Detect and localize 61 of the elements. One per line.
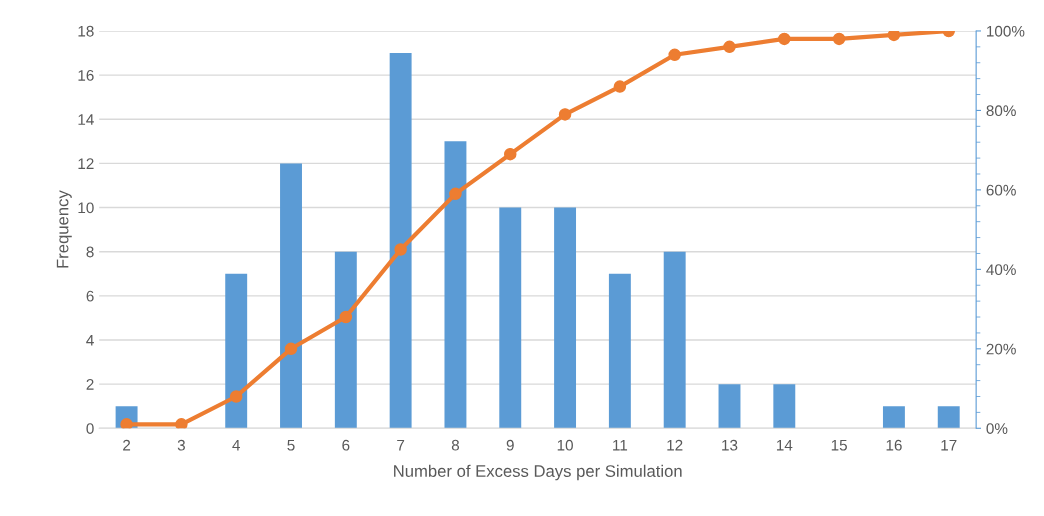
point xyxy=(339,310,353,324)
y2-tick-label: 100% xyxy=(987,25,1025,37)
point xyxy=(284,342,298,356)
x-tick-label: 11 xyxy=(613,439,628,451)
y-tick-label: 4 xyxy=(86,335,94,346)
bar xyxy=(773,384,796,429)
y-tick-label: 16 xyxy=(78,69,94,81)
bar xyxy=(280,163,302,429)
bar xyxy=(554,207,577,429)
bar xyxy=(499,207,522,429)
point xyxy=(558,108,572,121)
x-tick-label: 10 xyxy=(557,439,573,451)
x-axis-title: Number of Excess Days per Simulation xyxy=(394,464,682,481)
y-tick-label: 6 xyxy=(86,290,94,302)
x-tick-label: 9 xyxy=(506,439,514,451)
point xyxy=(668,48,681,62)
y2-tick-label: 40% xyxy=(986,264,1016,276)
y2-tick-label: 20% xyxy=(986,343,1016,355)
y-tick-label: 12 xyxy=(78,158,94,169)
point xyxy=(778,32,791,46)
x-tick-label: 5 xyxy=(287,439,295,451)
x-tick-label: 16 xyxy=(886,439,902,451)
y-tick-label: 2 xyxy=(86,379,94,390)
bar xyxy=(937,406,960,429)
bar xyxy=(389,53,412,429)
y-axis-title: Frequency xyxy=(56,190,72,268)
x-tick-label: 6 xyxy=(342,439,350,451)
bar xyxy=(882,406,905,429)
x-tick-label: 4 xyxy=(232,439,241,451)
y-tick-label: 8 xyxy=(86,246,94,258)
point xyxy=(887,30,901,42)
point xyxy=(175,418,188,429)
point xyxy=(229,390,243,403)
bar xyxy=(608,273,631,429)
bar xyxy=(663,251,686,429)
x-tick-label: 13 xyxy=(722,439,738,451)
x-tick-label: 3 xyxy=(177,439,185,451)
y2-tick-label: 60% xyxy=(986,184,1016,196)
point xyxy=(394,243,407,256)
x-tick-label: 14 xyxy=(776,439,793,451)
y2-tick-label: 0% xyxy=(986,423,1008,434)
y-tick-label: 0 xyxy=(86,423,94,434)
bar xyxy=(334,251,357,429)
bar xyxy=(718,384,741,429)
point xyxy=(504,147,517,161)
point xyxy=(723,40,736,54)
x-tick-label: 15 xyxy=(831,439,847,451)
x-tick-label: 8 xyxy=(451,439,460,451)
y2-tick-label: 80% xyxy=(986,105,1016,117)
bar xyxy=(225,273,248,429)
y-tick-label: 10 xyxy=(78,202,94,214)
point xyxy=(832,32,846,46)
x-tick-label: 12 xyxy=(667,439,683,451)
x-tick-label: 17 xyxy=(941,439,957,451)
x-tick-label: 7 xyxy=(397,439,405,451)
point xyxy=(613,80,627,93)
bar xyxy=(444,141,467,429)
y-tick-label: 18 xyxy=(78,25,94,37)
x-tick-label: 2 xyxy=(123,439,131,451)
y-tick-label: 14 xyxy=(78,114,94,125)
point xyxy=(449,187,462,201)
